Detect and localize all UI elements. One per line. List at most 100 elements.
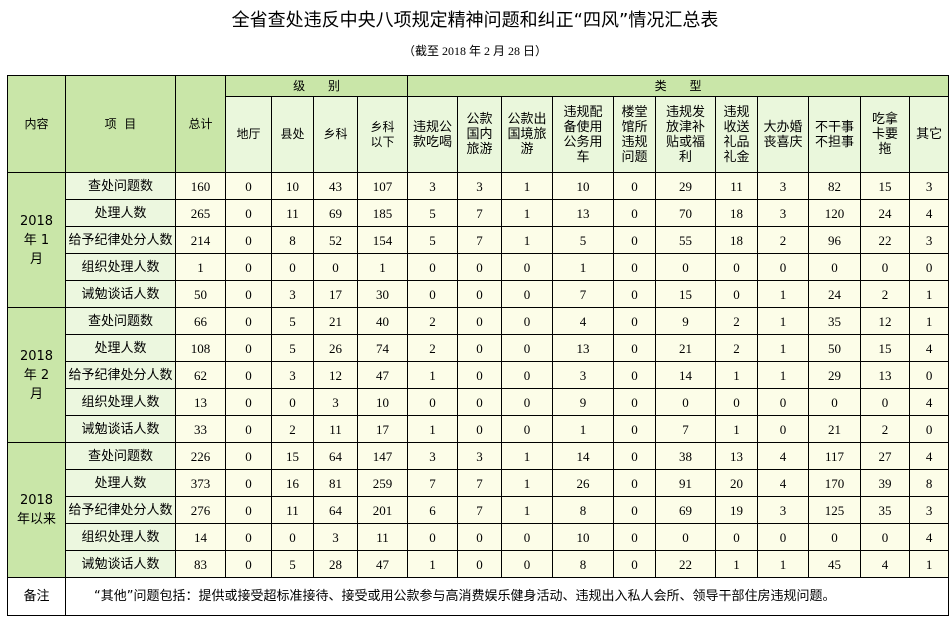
cell-value: 0 xyxy=(225,334,272,362)
cell-value: 0 xyxy=(225,469,272,497)
cell-value: 74 xyxy=(356,334,409,362)
table-row: 诫勉谈话人数 83 0 5 28 47 1 0 0 8 0 22 1 1 45 4 1 xyxy=(8,550,950,578)
cell-value: 21 xyxy=(808,415,862,443)
cell-value: 13 xyxy=(552,334,615,362)
cell-value: 0 xyxy=(613,334,657,362)
row-item-label: 处理人数 xyxy=(65,334,176,362)
cell-value: 276 xyxy=(175,496,226,524)
cell-value: 0 xyxy=(613,469,657,497)
cell-value: 5 xyxy=(271,334,314,362)
cell-value: 21 xyxy=(655,334,717,362)
row-item-label: 诫勉谈话人数 xyxy=(65,550,176,578)
cell-value: 15 xyxy=(860,334,911,362)
cell-value: 3 xyxy=(271,361,314,389)
cell-value: 7 xyxy=(457,199,503,227)
cell-value: 0 xyxy=(909,253,950,281)
header-type-3: 违规配备使用公务用车 xyxy=(552,96,615,173)
cell-value: 2 xyxy=(715,307,759,335)
cell-value: 1 xyxy=(552,253,615,281)
cell-value: 0 xyxy=(457,307,503,335)
cell-value: 24 xyxy=(860,199,911,227)
cell-value: 39 xyxy=(860,469,911,497)
cell-value: 0 xyxy=(501,280,554,308)
header-item: 项 目 xyxy=(65,75,176,173)
cell-value: 11 xyxy=(271,496,314,524)
cell-value: 0 xyxy=(501,334,554,362)
cell-value: 5 xyxy=(552,226,615,254)
table-row: 诫勉谈话人数 33 0 2 11 17 1 0 0 1 0 7 1 0 21 2 0 xyxy=(8,415,950,443)
header-level-0: 地厅 xyxy=(225,96,272,173)
cell-value: 15 xyxy=(655,280,717,308)
cell-value: 9 xyxy=(552,388,615,416)
cell-value: 3 xyxy=(313,523,358,551)
cell-value: 82 xyxy=(808,172,862,200)
cell-value: 2 xyxy=(407,334,459,362)
row-item-label: 给予纪律处分人数 xyxy=(65,226,176,254)
cell-value: 0 xyxy=(715,253,759,281)
cell-value: 0 xyxy=(457,280,503,308)
cell-value: 13 xyxy=(552,199,615,227)
cell-value: 0 xyxy=(501,307,554,335)
cell-value: 10 xyxy=(356,388,409,416)
cell-value: 4 xyxy=(757,442,810,470)
cell-value: 3 xyxy=(909,172,950,200)
cell-value: 201 xyxy=(356,496,409,524)
cell-value: 47 xyxy=(356,550,409,578)
cell-value: 0 xyxy=(225,172,272,200)
cell-value: 0 xyxy=(860,388,911,416)
cell-value: 1 xyxy=(407,361,459,389)
cell-value: 27 xyxy=(860,442,911,470)
cell-value: 0 xyxy=(407,280,459,308)
cell-value: 9 xyxy=(655,307,717,335)
cell-value: 147 xyxy=(356,442,409,470)
table-row: 给予纪律处分人数 276 0 11 64 201 6 7 1 8 0 69 19 3 125 35 3 xyxy=(8,496,950,524)
cell-value: 50 xyxy=(808,334,862,362)
cell-value: 0 xyxy=(613,307,657,335)
cell-value: 7 xyxy=(457,226,503,254)
cell-value: 4 xyxy=(860,550,911,578)
table-row: 给予纪律处分人数 214 0 8 52 154 5 7 1 5 0 55 18 2 96 22 3 xyxy=(8,226,950,254)
row-item-label: 组织处理人数 xyxy=(65,388,176,416)
cell-value: 3 xyxy=(757,172,810,200)
cell-value: 0 xyxy=(613,361,657,389)
cell-value: 0 xyxy=(457,523,503,551)
header-level-1: 县处 xyxy=(271,96,314,173)
cell-value: 10 xyxy=(552,172,615,200)
cell-value: 0 xyxy=(501,253,554,281)
cell-value: 16 xyxy=(271,469,314,497)
cell-value: 0 xyxy=(757,388,810,416)
cell-value: 0 xyxy=(225,550,272,578)
header-level-2: 乡科 xyxy=(313,96,358,173)
cell-value: 22 xyxy=(860,226,911,254)
cell-value: 0 xyxy=(225,442,272,470)
header-level-group: 级 别 xyxy=(224,75,409,97)
cell-value: 0 xyxy=(457,334,503,362)
cell-value: 0 xyxy=(271,253,314,281)
header-type-10: 其它 xyxy=(909,96,950,173)
group-label: 2018 年 2 月 xyxy=(7,307,66,443)
row-item-label: 处理人数 xyxy=(65,199,176,227)
cell-value: 19 xyxy=(715,496,759,524)
cell-value: 13 xyxy=(860,361,911,389)
summary-table: 内容 项 目 总计 级 别 类 型 地厅 县处 乡科 乡科以下 违规公款吃喝 公款国内旅游… xyxy=(7,75,950,616)
cell-value: 226 xyxy=(175,442,226,470)
cell-value: 1 xyxy=(501,496,554,524)
cell-value: 0 xyxy=(715,280,759,308)
cell-value: 45 xyxy=(808,550,862,578)
cell-value: 0 xyxy=(613,415,657,443)
cell-value: 2 xyxy=(860,280,911,308)
cell-value: 83 xyxy=(175,550,226,578)
cell-value: 64 xyxy=(313,442,358,470)
cell-value: 1 xyxy=(909,307,950,335)
cell-value: 12 xyxy=(313,361,358,389)
cell-value: 1 xyxy=(407,550,459,578)
table-row: 处理人数 373 0 16 81 259 7 7 1 26 0 91 20 4 170 39 8 xyxy=(8,469,950,497)
row-item-label: 查处问题数 xyxy=(65,442,176,470)
table-row: 组织处理人数 13 0 0 3 10 0 0 0 9 0 0 0 0 0 0 4 xyxy=(8,388,950,416)
cell-value: 1 xyxy=(909,280,950,308)
cell-value: 21 xyxy=(313,307,358,335)
cell-value: 1 xyxy=(757,280,810,308)
header-type-4: 楼堂馆所违规问题 xyxy=(613,96,657,173)
cell-value: 0 xyxy=(225,496,272,524)
cell-value: 70 xyxy=(655,199,717,227)
